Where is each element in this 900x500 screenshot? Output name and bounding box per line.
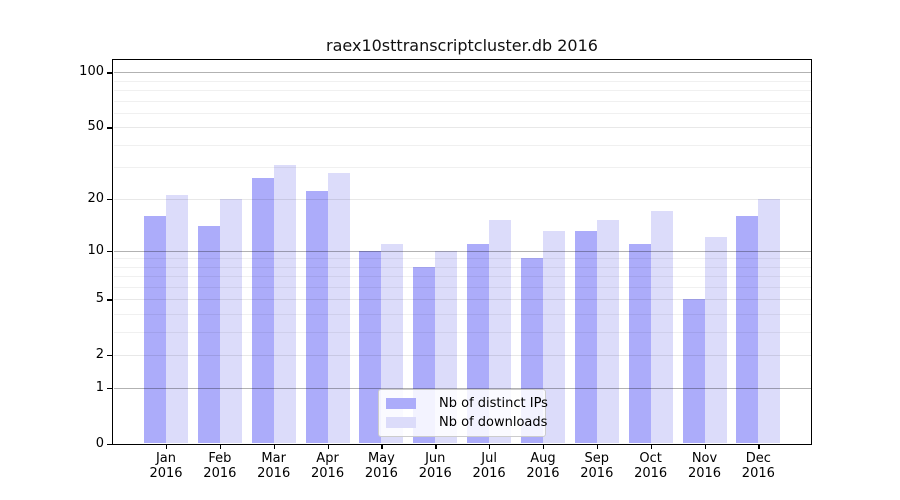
x-tick-label: Apr 2016: [311, 450, 345, 481]
y-tick-mark: [107, 72, 112, 74]
y-tick-mark: [107, 355, 112, 357]
bar-distinct-ips: [574, 231, 597, 444]
x-tick-mark: [650, 443, 652, 449]
x-tick-label: May 2016: [364, 450, 398, 481]
bar-distinct-ips: [251, 178, 274, 444]
y-tick-label: 5: [95, 291, 104, 307]
x-tick-mark: [273, 443, 275, 449]
y-tick-label: 10: [87, 242, 104, 258]
x-tick-label: Aug 2016: [526, 450, 560, 481]
y-tick-label: 2: [95, 347, 104, 363]
y-tick-mark: [107, 443, 112, 445]
x-tick-mark: [381, 443, 383, 449]
legend-swatch: [386, 416, 416, 428]
x-tick-label: Nov 2016: [687, 450, 722, 481]
x-tick-mark: [489, 443, 491, 449]
x-tick-mark: [327, 443, 329, 449]
bar-distinct-ips: [305, 191, 328, 444]
x-tick-mark: [596, 443, 599, 449]
bar-downloads: [327, 172, 350, 444]
x-tick-mark: [704, 443, 706, 449]
x-tick-label: Jun 2016: [418, 450, 452, 481]
x-tick-label: Feb 2016: [203, 450, 237, 481]
y-tick-label: 1: [95, 379, 104, 395]
x-tick-mark: [758, 443, 760, 449]
bar-distinct-ips: [682, 299, 705, 444]
legend-label: Nb of distinct IPs: [439, 396, 548, 412]
x-tick-label: Jul 2016: [472, 450, 506, 481]
y-tick-mark: [107, 127, 112, 129]
y-tick-mark: [107, 250, 112, 252]
y-tick-label: 50: [87, 119, 104, 135]
bar-downloads: [273, 164, 296, 444]
y-tick-label: 100: [79, 64, 104, 80]
x-tick-label: Sep 2016: [580, 450, 614, 481]
x-tick-label: Oct 2016: [634, 450, 668, 481]
y-tick-label: 20: [87, 190, 104, 206]
bar-downloads: [650, 211, 673, 444]
legend-entry: Nb of distinct IPs: [386, 396, 548, 411]
bar-downloads: [489, 220, 512, 444]
x-tick-mark: [166, 443, 168, 449]
y-tick-mark: [107, 299, 112, 301]
x-tick-mark: [219, 443, 222, 449]
bar-downloads: [219, 198, 242, 444]
y-tick-mark: [107, 198, 112, 200]
bar-distinct-ips: [359, 250, 382, 444]
legend-entry: Nb of downloads: [386, 415, 547, 430]
bar-distinct-ips: [197, 225, 220, 444]
bar-distinct-ips: [144, 215, 166, 444]
legend-label: Nb of downloads: [439, 414, 548, 430]
bar-downloads: [704, 237, 727, 444]
y-tick-mark: [107, 387, 112, 390]
bar-downloads: [542, 231, 565, 444]
chart-title: raex10sttranscriptcluster.db 2016: [326, 36, 598, 55]
x-tick-mark: [435, 443, 437, 449]
bar-downloads: [166, 194, 188, 444]
x-tick-label: Dec 2016: [741, 450, 775, 481]
bar-distinct-ips: [628, 243, 651, 444]
x-tick-label: Jan 2016: [149, 450, 183, 481]
legend-swatch: [386, 398, 416, 410]
bar-downloads: [596, 220, 619, 444]
bar-distinct-ips: [736, 215, 759, 444]
y-tick-label: 0: [95, 435, 104, 451]
x-tick-label: Mar 2016: [257, 450, 291, 481]
x-tick-mark: [542, 443, 545, 449]
bar-downloads: [758, 198, 781, 444]
legend: Nb of distinct IPs Nb of downloads: [378, 389, 548, 437]
